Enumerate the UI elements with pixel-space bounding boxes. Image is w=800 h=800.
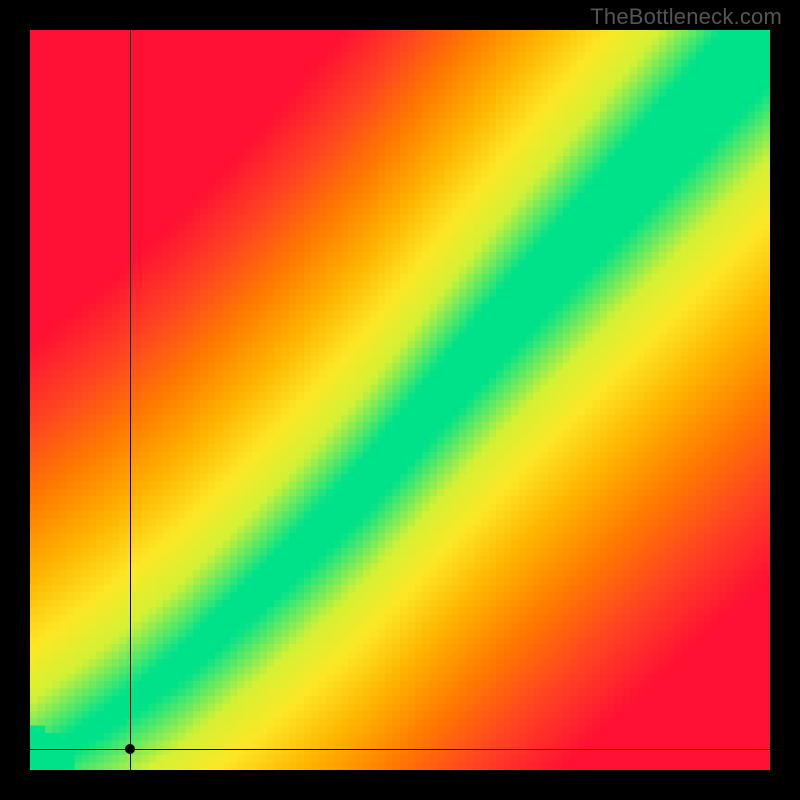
watermark-text: TheBottleneck.com [590,4,782,30]
marker-dot [125,744,135,754]
crosshair-horizontal [30,749,770,750]
crosshair-vertical [130,30,131,770]
bottleneck-heatmap [30,30,770,770]
heatmap-canvas [30,30,770,770]
